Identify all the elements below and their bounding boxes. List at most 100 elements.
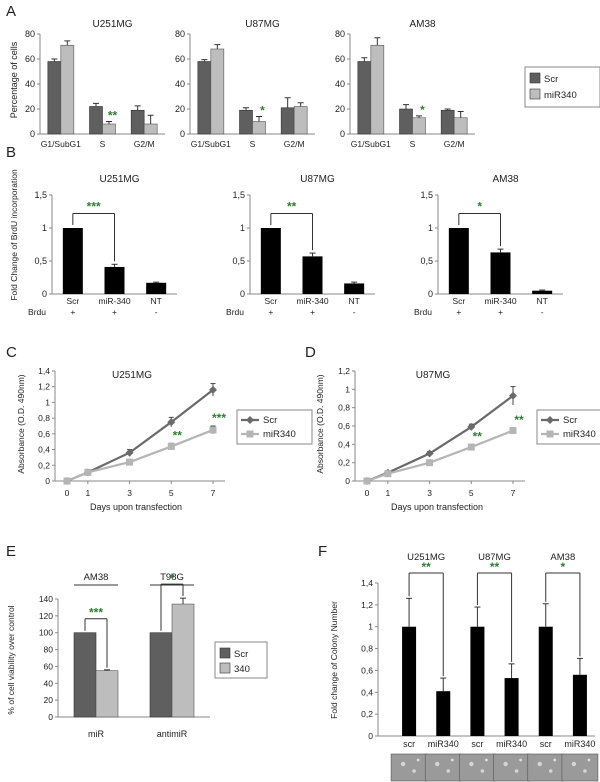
panel-c-legend-box [236, 409, 313, 445]
panel-c-y-tick-label: 0,4 [38, 445, 50, 455]
panel-a-legend-label: miR340 [544, 90, 577, 101]
panel-a-y-tick-label: 40 [175, 79, 185, 89]
panel-b-brdu-sign: + [456, 307, 461, 317]
panel-c-point-mir340 [167, 442, 175, 450]
panel-e-y-tick-label: 140 [39, 594, 53, 604]
panel-a-bar-mir340 [453, 117, 468, 135]
panel-c-x-tick-label: 0 [65, 488, 70, 498]
panel-e-bar-scr [73, 632, 97, 718]
panel-b-y-tick-label: 1,5 [420, 190, 433, 200]
panel-d-y-tick-label: 1,2 [338, 366, 350, 376]
panel-b-y-tick-label: 1 [240, 223, 245, 233]
panel-a-y-tick-label: 80 [175, 29, 185, 39]
panel-f-colony-dot [469, 761, 474, 767]
panel-d-xlabel: Days upon transfection [391, 502, 483, 512]
panel-c-point-scr [209, 385, 217, 394]
panel-d-title: U87MG [416, 370, 451, 381]
panel-c-legend-marker [246, 430, 254, 438]
panel-f-bar [402, 626, 417, 736]
panel-a-y-tick-label: 40 [335, 79, 345, 89]
panel-b-x-tick-label: NT [150, 296, 161, 306]
panel-a-bar-mir340 [252, 121, 266, 135]
panel-f-colony-dot [480, 769, 485, 773]
panel-d-point-mir340 [384, 470, 392, 478]
panel-b-brdu-sign: - [541, 307, 544, 317]
panel-e-y-tick-label: 20 [44, 695, 54, 705]
panel-c-y-tick-label: 0,2 [38, 460, 50, 470]
panel-e-y-tick-label: 100 [39, 628, 53, 638]
panel-d-x-tick-label: 7 [511, 488, 516, 498]
panel-f-colony-dot [412, 769, 416, 773]
panel-a-bar-scr [239, 109, 253, 135]
panel-e-x-tick-label: antimiR [157, 729, 188, 739]
panel-e-bar-scr [149, 632, 173, 718]
panel-b-brdu-sign: + [112, 307, 117, 317]
panel-a-y-tick-label: 20 [175, 104, 185, 114]
panel-d-point-scr [425, 449, 434, 458]
panel-a-bar-scr [89, 106, 103, 135]
panel-b-bar [146, 282, 167, 294]
panel-d-ylabel: Absorbance (O.D. 490nm) [315, 374, 325, 473]
panel-f-bar [504, 678, 519, 736]
panel-b-chart-title: U251MG [99, 174, 139, 185]
panel-b-x-tick-label: Scr [66, 296, 79, 306]
panel-e-group-title: T98G [160, 572, 184, 583]
panel-a-bar-mir340 [293, 106, 308, 135]
panel-c-point-mir340 [126, 458, 134, 466]
panel-a-legend-swatch [529, 72, 541, 84]
panel-b-y-tick-label: 0,5 [232, 256, 245, 266]
panel-b-y-tick-label: 1 [428, 223, 433, 233]
panel-b-bar [532, 290, 553, 294]
panel-a-y-tick-label: 80 [25, 29, 35, 39]
panel-b-bar [104, 266, 125, 294]
panel-a-x-tick-label: S [250, 139, 256, 149]
panel-d-y-tick-label: 0,4 [338, 439, 350, 449]
panel-f-colony-dot [503, 761, 508, 767]
panel-f-x-tick-label: miR340 [496, 739, 527, 749]
panel-d-legend-marker [546, 416, 554, 424]
panel-e-bar-340 [171, 603, 195, 718]
panel-b-significance: * [477, 199, 482, 213]
panel-d-point-mir340 [363, 477, 371, 485]
panel-e-y-tick-label: 80 [44, 645, 54, 655]
panel-b-y-tick-label: 0,5 [420, 256, 433, 266]
panel-d-point-scr [467, 422, 476, 431]
panel-e-significance: *** [89, 606, 103, 620]
panel-f-y-tick-label: 0,6 [361, 665, 373, 675]
panel-f-colony-dot [583, 769, 587, 773]
panel-d-point-mir340 [467, 443, 475, 451]
panel-b-brdu-sign: - [353, 307, 356, 317]
panel-f-y-tick-label: 0 [368, 731, 373, 741]
panel-a-chart-title: U251MG [92, 19, 132, 30]
panel-a-x-tick-label: G1/SubG1 [191, 139, 231, 149]
panel-c-point-mir340 [84, 468, 92, 476]
panel-e-legend-swatch [219, 662, 231, 674]
panel-b-x-tick-label: Scr [452, 296, 465, 306]
panel-b-x-tick-label: Scr [264, 296, 277, 306]
panel-e-x-tick-label: miR [88, 729, 104, 739]
panel-label-d: D [305, 344, 316, 361]
panel-b-y-tick-label: 1,5 [232, 190, 245, 200]
panel-c-point-mir340 [63, 477, 71, 485]
panel-d-point-scr [509, 391, 517, 400]
panel-a-chart-title: U87MG [245, 19, 280, 30]
panel-a-bar-scr [47, 61, 62, 135]
panel-c-significance: *** [212, 411, 226, 425]
panel-f-colony-dot [548, 769, 553, 773]
panel-c-legend-label: miR340 [263, 429, 296, 440]
panel-b-ylabel: Fold Change of BrdU incorporation [9, 169, 19, 301]
panel-c-y-tick-label: 1 [45, 397, 50, 407]
panel-d-y-tick-label: 1 [345, 384, 350, 394]
panel-label-b: B [6, 144, 16, 161]
panel-f-colony-dot [537, 761, 542, 767]
panel-b-brdu-sign: - [155, 307, 158, 317]
panel-e-legend-label: 340 [234, 664, 250, 675]
panel-d-y-tick-label: 0,8 [338, 403, 350, 413]
panel-f-ylabel: Fold change of Colony Number [329, 601, 339, 719]
panel-a-y-tick-label: 80 [335, 29, 345, 39]
panel-a-significance: * [260, 104, 265, 118]
panel-c-y-tick-label: 0 [45, 476, 50, 486]
panel-b-y-tick-label: 0 [42, 289, 47, 299]
panel-f-x-tick-label: scr [471, 739, 483, 749]
panel-b-brdu-sign: + [70, 307, 75, 317]
